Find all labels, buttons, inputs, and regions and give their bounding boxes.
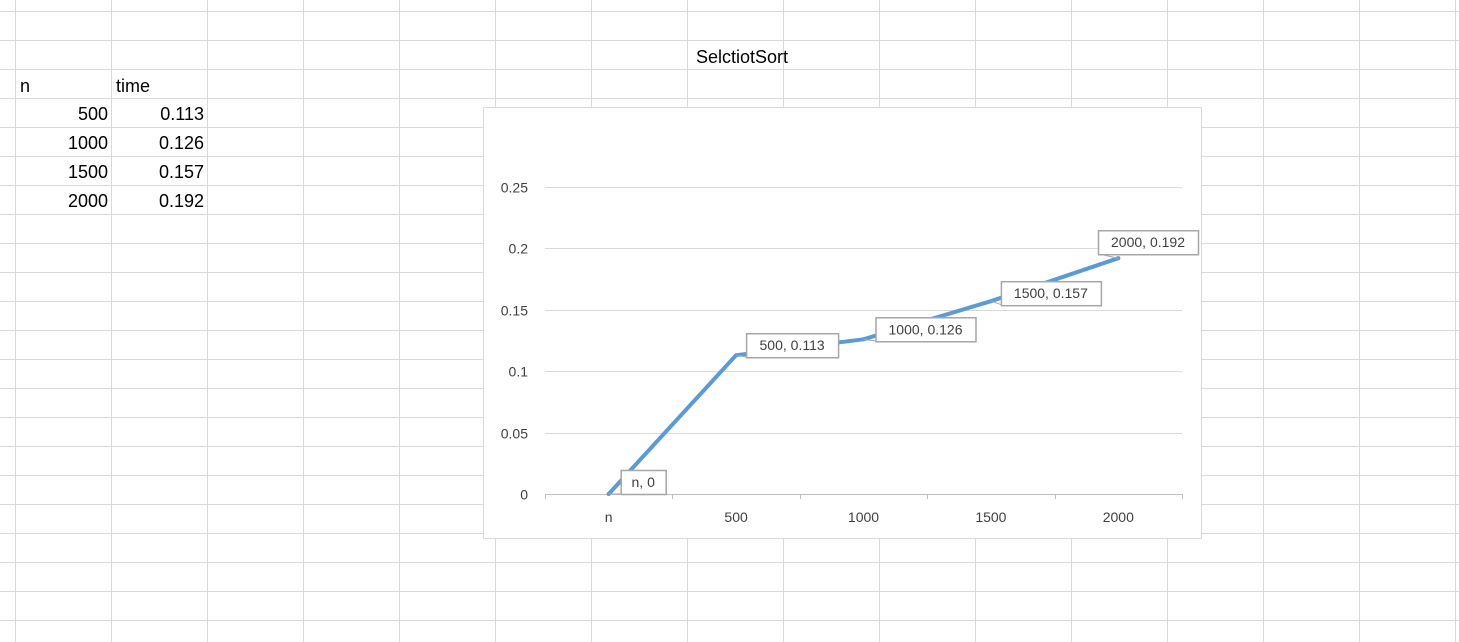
- cell-time-2000[interactable]: 0.192: [158, 191, 204, 211]
- x-tick-label: 500: [724, 509, 748, 525]
- x-tick-label: 2000: [1103, 509, 1134, 525]
- data-point: [1116, 256, 1121, 261]
- data-label-box: [1097, 229, 1200, 256]
- cell-n-1000[interactable]: 1000: [67, 133, 108, 153]
- data-label-box: [875, 317, 977, 343]
- cell-n-2000[interactable]: 2000: [67, 191, 108, 211]
- data-label-box: [1000, 280, 1103, 307]
- title-cell[interactable]: SelctiotSort: [695, 47, 789, 67]
- data-label: 2000, 0.192: [1111, 234, 1185, 250]
- y-tick-label: 0.2: [509, 241, 529, 257]
- cell-b-header[interactable]: time: [116, 76, 151, 96]
- y-tick-label: 0.25: [501, 180, 528, 196]
- y-tick-label: 0.05: [501, 426, 528, 442]
- x-tick-label: n: [605, 509, 613, 525]
- data-label-box: [620, 469, 667, 496]
- y-tick-label: 0.15: [501, 303, 528, 319]
- cell-time-500[interactable]: 0.113: [160, 104, 204, 124]
- y-tick-label: 0: [520, 487, 528, 503]
- cell-time-1500[interactable]: 0.157: [158, 162, 204, 182]
- cell-a-header[interactable]: n: [20, 76, 31, 96]
- data-point: [734, 353, 739, 358]
- data-label: n, 0: [632, 474, 656, 490]
- data-label: 1500, 0.157: [1014, 285, 1088, 301]
- chart-object[interactable]: 0 0.05 0.1 0.15 0.2 0.25 n 500 1000 1500 2000 n, 0 5…: [483, 107, 1202, 539]
- data-label-box: [745, 332, 840, 359]
- x-tick-label: 1000: [848, 509, 879, 525]
- x-tick-label: 1500: [975, 509, 1006, 525]
- y-tick-label: 0.1: [509, 364, 529, 380]
- cell-n-500[interactable]: 500: [77, 104, 108, 124]
- cell-n-1500[interactable]: 1500: [67, 162, 108, 182]
- line-chart: 0 0.05 0.1 0.15 0.2 0.25 n 500 1000 1500 2000 n, 0 5…: [501, 180, 1200, 525]
- data-label: 1000, 0.126: [889, 321, 963, 337]
- cell-time-1000[interactable]: 0.126: [158, 133, 204, 153]
- data-label: 500, 0.113: [760, 337, 825, 353]
- data-label-leader: [863, 338, 878, 342]
